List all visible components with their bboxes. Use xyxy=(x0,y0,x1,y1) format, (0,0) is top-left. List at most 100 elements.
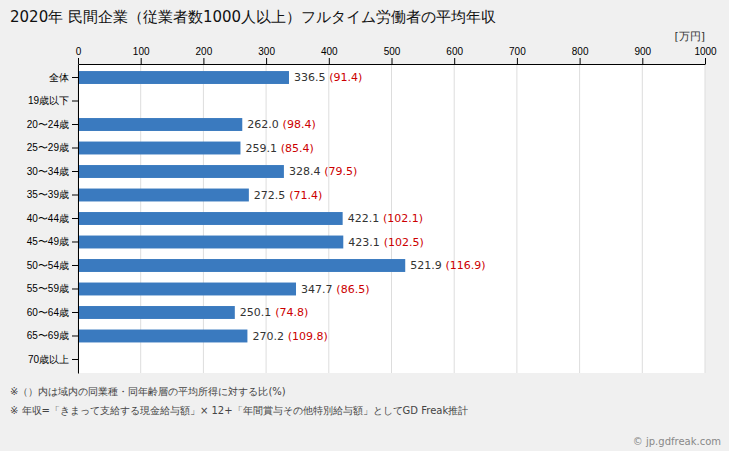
percentage-label: (91.4) xyxy=(329,71,362,84)
x-tick-mark xyxy=(642,58,643,64)
data-label: 347.7(86.5) xyxy=(301,283,369,296)
bar xyxy=(78,212,343,225)
y-tick-mark xyxy=(72,312,78,313)
y-tick-label: 20〜24歳 xyxy=(27,119,69,130)
x-tick: 500 xyxy=(384,46,401,64)
y-tick-label: 40〜44歳 xyxy=(27,213,69,224)
data-label: 521.9(116.9) xyxy=(410,259,485,272)
value-label: 272.5 xyxy=(254,189,285,202)
x-tick-label: 300 xyxy=(258,46,275,57)
x-tick: 300 xyxy=(258,46,275,64)
y-tick-label: 55〜59歳 xyxy=(27,283,69,294)
percentage-label: (85.4) xyxy=(281,142,314,155)
data-label: 270.2(109.8) xyxy=(252,330,327,343)
value-label: 422.1 xyxy=(348,212,380,225)
grid-line xyxy=(642,64,643,373)
value-label: 336.5 xyxy=(294,71,326,84)
y-tick: 19歳以下 xyxy=(28,95,78,106)
x-tick: 800 xyxy=(572,46,589,64)
y-tick-label: 25〜29歳 xyxy=(27,142,69,153)
x-tick: 200 xyxy=(196,46,213,64)
y-tick-mark xyxy=(72,288,78,289)
percentage-label: (102.1) xyxy=(383,212,423,225)
bar xyxy=(78,189,249,202)
data-labels: 336.5(91.4)262.0(98.4)259.1(85.4)328.4(7… xyxy=(240,71,486,342)
y-axis: 全体19歳以下20〜24歳25〜29歳30〜34歳35〜39歳40〜44歳45〜… xyxy=(27,65,79,374)
x-tick: 0 xyxy=(76,46,82,64)
y-tick: 40〜44歳 xyxy=(27,213,78,224)
y-tick-mark xyxy=(72,171,78,172)
y-tick: 25〜29歳 xyxy=(27,142,78,153)
x-tick-mark xyxy=(517,58,518,64)
value-label: 328.4 xyxy=(289,165,321,178)
y-tick: 45〜49歳 xyxy=(27,236,78,247)
y-tick-label: 45〜49歳 xyxy=(27,236,69,247)
x-tick-mark xyxy=(580,58,581,64)
grid-line xyxy=(454,64,455,373)
footnote: ※ 年収=「きまって支給する現金給与額」× 12+「年間賞与その他特別給与額」と… xyxy=(10,405,468,416)
bar xyxy=(78,142,240,155)
percentage-label: (79.5) xyxy=(324,165,357,178)
y-tick: 55〜59歳 xyxy=(27,283,78,294)
x-tick-label: 900 xyxy=(634,46,651,57)
x-tick-mark xyxy=(203,58,204,64)
x-axis-line xyxy=(79,64,706,65)
bar xyxy=(78,236,343,249)
y-tick: 20〜24歳 xyxy=(27,119,78,130)
y-tick-mark xyxy=(72,335,78,336)
chart: 01002003004005006007008009001000全体19歳以下2… xyxy=(0,0,729,451)
plot-background xyxy=(78,64,705,373)
title: 2020年 民間企業（従業者数1000人以上）フルタイム労働者の平均年収 xyxy=(10,8,496,26)
y-tick-label: 65〜69歳 xyxy=(27,330,69,341)
bar xyxy=(78,330,247,343)
bar xyxy=(78,283,296,296)
percentage-label: (116.9) xyxy=(446,259,486,272)
percentage-label: (71.4) xyxy=(289,189,322,202)
x-axis: 01002003004005006007008009001000 xyxy=(76,46,717,65)
value-label: 423.1 xyxy=(348,236,380,249)
value-label: 270.2 xyxy=(252,330,284,343)
value-label: 259.1 xyxy=(245,142,276,155)
data-label: 422.1(102.1) xyxy=(348,212,423,225)
y-tick-label: 70歳以上 xyxy=(28,354,69,365)
y-tick-mark xyxy=(72,241,78,242)
grid-line xyxy=(579,64,580,373)
value-label: 262.0 xyxy=(247,118,278,131)
x-tick-label: 100 xyxy=(133,46,150,57)
x-tick-mark xyxy=(392,58,393,64)
bar xyxy=(78,71,289,84)
bars xyxy=(78,71,405,342)
y-tick: 70歳以上 xyxy=(28,354,78,365)
data-label: 262.0(98.4) xyxy=(247,118,315,131)
data-label: 328.4(79.5) xyxy=(289,165,357,178)
y-tick-label: 19歳以下 xyxy=(28,95,69,106)
y-tick-mark xyxy=(72,218,78,219)
y-tick-mark xyxy=(72,359,78,360)
grid-line xyxy=(516,64,517,373)
x-tick-label: 500 xyxy=(384,46,401,57)
plot: 01002003004005006007008009001000全体19歳以下2… xyxy=(27,46,717,374)
y-tick-label: 全体 xyxy=(49,72,69,83)
y-tick-mark xyxy=(72,101,78,102)
bar xyxy=(78,118,242,131)
data-label: 423.1(102.5) xyxy=(348,236,423,249)
grid-line xyxy=(705,64,706,373)
percentage-label: (86.5) xyxy=(336,283,369,296)
y-tick: 30〜34歳 xyxy=(27,166,78,177)
data-label: 259.1 (85.4) xyxy=(245,142,313,155)
x-tick-mark xyxy=(78,58,79,64)
x-tick-mark xyxy=(141,58,142,64)
x-tick: 600 xyxy=(446,46,463,64)
y-tick-label: 30〜34歳 xyxy=(27,166,69,177)
y-tick-label: 50〜54歳 xyxy=(27,260,69,271)
x-tick-label: 0 xyxy=(76,46,82,57)
x-tick-label: 1000 xyxy=(694,46,717,57)
footnote: ※（）内は域内の同業種・同年齢層の平均所得に対する比(%) xyxy=(10,386,286,397)
data-label: 250.1(74.8) xyxy=(240,306,308,319)
percentage-label: (74.8) xyxy=(275,306,308,319)
x-tick: 900 xyxy=(634,46,651,64)
bar xyxy=(78,306,235,319)
x-tick: 400 xyxy=(321,46,338,64)
x-tick-mark xyxy=(705,58,706,64)
y-tick-mark xyxy=(72,148,78,149)
